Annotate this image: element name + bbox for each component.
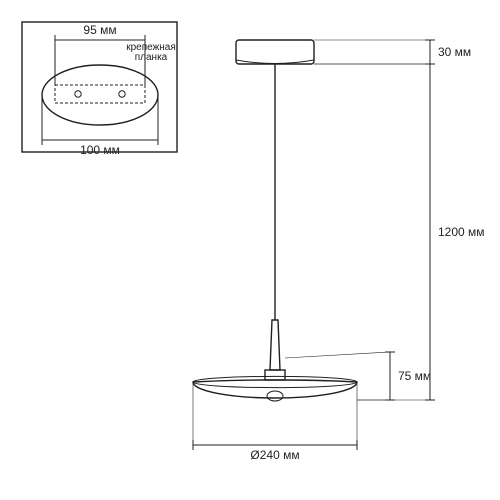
mounting-plate (42, 65, 158, 125)
screw-hole (75, 91, 81, 97)
screw-hole (119, 91, 125, 97)
svg-text:крепежнаяпланка: крепежнаяпланка (126, 42, 176, 63)
svg-text:Ø240 мм: Ø240 мм (250, 448, 299, 462)
lamp-shade (193, 380, 357, 398)
technical-drawing: 95 мм крепежнаяпланка 100 мм 30 мм 1200 мм 75… (0, 0, 500, 500)
svg-text:1200 мм: 1200 мм (438, 225, 485, 239)
pendant-lamp: 30 мм 1200 мм 75 мм Ø240 мм (193, 40, 485, 462)
bulb (267, 391, 283, 401)
svg-text:75 мм: 75 мм (398, 369, 431, 383)
ceiling-canopy (236, 40, 314, 64)
stem (270, 320, 280, 370)
svg-text:30 мм: 30 мм (438, 45, 471, 59)
svg-text:100 мм: 100 мм (80, 143, 120, 157)
mounting-bracket (55, 85, 145, 103)
svg-text:95 мм: 95 мм (83, 23, 116, 37)
inset-detail: 95 мм крепежнаяпланка 100 мм (22, 22, 177, 157)
